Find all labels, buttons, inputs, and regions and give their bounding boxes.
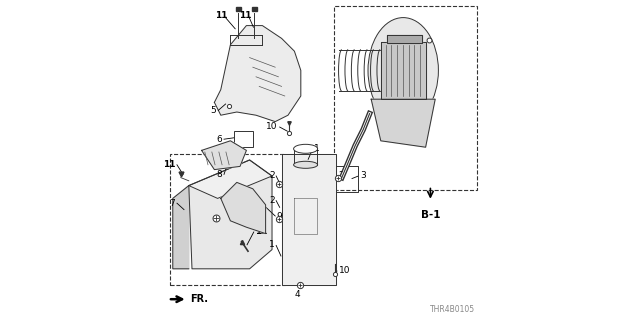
Polygon shape <box>381 42 426 99</box>
Polygon shape <box>189 160 272 269</box>
Text: 7: 7 <box>170 199 175 208</box>
Text: 4: 4 <box>294 290 300 299</box>
FancyBboxPatch shape <box>234 131 253 147</box>
Text: THR4B0105: THR4B0105 <box>430 305 475 314</box>
Polygon shape <box>282 154 336 285</box>
Text: 5: 5 <box>211 106 216 115</box>
Text: FR.: FR. <box>171 294 209 304</box>
Ellipse shape <box>294 144 317 153</box>
Text: 1: 1 <box>314 144 319 153</box>
Text: 11: 11 <box>255 228 268 236</box>
Text: 6: 6 <box>217 135 223 144</box>
Polygon shape <box>214 26 301 122</box>
Text: B-1: B-1 <box>420 210 440 220</box>
Polygon shape <box>387 35 422 43</box>
Text: 2: 2 <box>339 171 344 180</box>
Polygon shape <box>173 186 189 269</box>
Bar <box>252 7 257 11</box>
Text: 9: 9 <box>277 212 282 220</box>
Text: 10: 10 <box>266 122 278 131</box>
Text: 10: 10 <box>339 266 350 275</box>
Ellipse shape <box>294 161 317 168</box>
Polygon shape <box>189 160 272 198</box>
Text: 11: 11 <box>163 160 175 169</box>
Polygon shape <box>371 99 435 147</box>
Polygon shape <box>202 141 246 170</box>
Ellipse shape <box>368 18 438 123</box>
Bar <box>236 7 241 11</box>
Polygon shape <box>221 182 266 234</box>
Text: 11: 11 <box>239 11 252 20</box>
Text: 3: 3 <box>360 171 365 180</box>
Text: 1: 1 <box>269 240 275 249</box>
Text: 2: 2 <box>269 171 275 180</box>
Text: 11: 11 <box>214 11 227 20</box>
Text: 8: 8 <box>217 170 223 179</box>
Text: 2: 2 <box>269 196 275 204</box>
